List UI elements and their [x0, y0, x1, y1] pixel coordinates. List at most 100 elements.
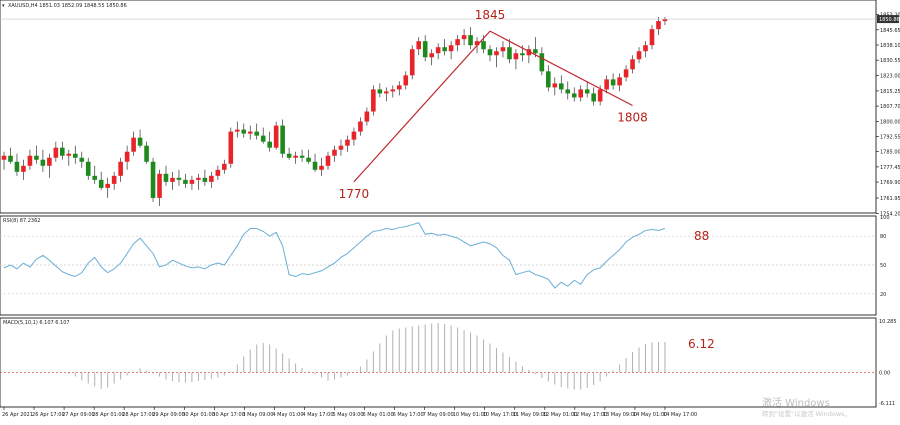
bull-candle — [351, 131, 357, 140]
bear-candle — [481, 41, 486, 50]
bull-candle — [228, 131, 234, 164]
bull-candle — [384, 91, 389, 94]
bull-candle — [371, 89, 376, 112]
bull-candle — [364, 111, 370, 122]
bull-candle — [617, 77, 622, 86]
bear-candle — [487, 49, 493, 56]
macd-header: MACD(5,10,1) 6.107 6.107 — [3, 320, 70, 326]
bear-candle — [34, 155, 39, 160]
rsi-tick-label: 100 — [880, 215, 890, 221]
bear-candle — [72, 153, 78, 158]
bull-candle — [474, 41, 480, 46]
x-tick-label: 4 May 17:00 — [302, 412, 333, 418]
bull-candle — [53, 147, 59, 158]
x-tick-label: 11 May 09:00 — [513, 412, 547, 418]
bull-candle — [416, 41, 422, 50]
bear-candle — [520, 53, 525, 56]
bear-candle — [137, 137, 143, 146]
price-tick-label: 1777.45 — [880, 165, 900, 171]
rsi-line — [3, 222, 666, 289]
rsi-tick-label: 50 — [880, 263, 886, 269]
x-tick-label: 12 May 01:00 — [543, 412, 577, 418]
bull-candle — [66, 153, 72, 156]
trendline — [353, 30, 491, 183]
price-panel: 1853.201845.651838.101830.551823.001815.… — [0, 8, 900, 218]
bull-candle — [500, 47, 506, 52]
bear-candle — [202, 177, 208, 182]
dropdown-icon[interactable]: ▾ — [2, 3, 5, 9]
bull-candle — [604, 79, 609, 90]
bull-candle — [21, 165, 26, 172]
bear-candle — [533, 49, 538, 54]
bull-candle — [448, 45, 454, 52]
bear-candle — [571, 93, 577, 98]
price-tick-label: 1838.10 — [880, 43, 900, 49]
bear-candle — [306, 157, 311, 162]
bear-candle — [299, 155, 305, 158]
bear-candle — [377, 89, 383, 94]
bull-candle — [209, 175, 214, 182]
bull-candle — [409, 49, 415, 76]
price-tick-label: 1830.55 — [880, 58, 900, 64]
bear-candle — [267, 141, 272, 148]
price-tick-label: 1754.20 — [880, 212, 900, 218]
x-tick-label: 29 Apr 09:00 — [152, 412, 185, 418]
x-tick-label: 26 Apr 2021 — [2, 412, 33, 418]
bear-candle — [241, 129, 247, 134]
bull-candle — [396, 85, 402, 90]
bull-candle — [118, 161, 123, 176]
bull-candle — [358, 121, 363, 132]
bull-candle — [643, 45, 648, 52]
macd-tick-label: 10.285 — [879, 319, 897, 325]
bull-candle — [623, 69, 629, 78]
price-tick-label: 1769.90 — [880, 180, 900, 186]
x-tick-label: 3 May 09:00 — [242, 412, 273, 418]
x-tick-label: 30 Apr 17:00 — [212, 412, 245, 418]
price-annotation: 1845 — [475, 8, 506, 22]
bull-candle — [222, 163, 227, 170]
bull-candle — [325, 155, 331, 166]
bear-candle — [163, 173, 169, 182]
bull-candle — [1, 155, 7, 160]
symbol-header: XAUUSD,H4 1851.03 1852.09 1848.55 1850.8… — [8, 3, 127, 9]
bear-candle — [610, 79, 616, 86]
bear-candle — [422, 41, 428, 58]
bull-candle — [403, 75, 409, 86]
bull-candle — [494, 51, 499, 56]
x-tick-label: 7 May 09:00 — [423, 412, 454, 418]
bull-candle — [196, 177, 201, 180]
bull-candle — [338, 145, 344, 150]
x-tick-label: 12 May 17:00 — [573, 412, 607, 418]
bear-candle — [280, 125, 285, 154]
price-tick-label: 1823.00 — [880, 73, 900, 79]
price-annotation: 1770 — [339, 187, 370, 201]
bear-candle — [40, 159, 46, 166]
bull-candle — [293, 155, 298, 158]
rsi-panel: 100 80 50 20 88 — [0, 215, 890, 298]
price-tick-label: 1815.25 — [880, 89, 900, 95]
bear-candle — [260, 135, 266, 142]
bear-candle — [507, 47, 512, 60]
macd-tick-label: 0.00 — [879, 371, 890, 377]
x-tick-label: 14 May 01:00 — [633, 412, 667, 418]
bear-candle — [150, 161, 156, 198]
bear-candle — [286, 153, 292, 158]
bull-candle — [131, 137, 136, 152]
bull-candle — [111, 175, 117, 184]
bear-candle — [312, 161, 318, 170]
current-price-label: 1850.86 — [879, 17, 900, 23]
bull-candle — [578, 89, 584, 98]
bull-candle — [273, 125, 279, 148]
price-tick-label: 1800.00 — [880, 120, 900, 126]
price-tick-label: 1845.65 — [880, 28, 900, 34]
bull-candle — [630, 59, 635, 70]
macd-tick-label: -6.111 — [879, 401, 895, 407]
bull-candle — [345, 139, 350, 146]
x-tick-label: 4 May 01:00 — [272, 412, 303, 418]
bull-candle — [124, 151, 130, 162]
bull-candle — [390, 89, 396, 92]
rsi-annotation: 88 — [694, 229, 709, 243]
bear-candle — [8, 155, 13, 162]
bear-candle — [565, 89, 571, 94]
